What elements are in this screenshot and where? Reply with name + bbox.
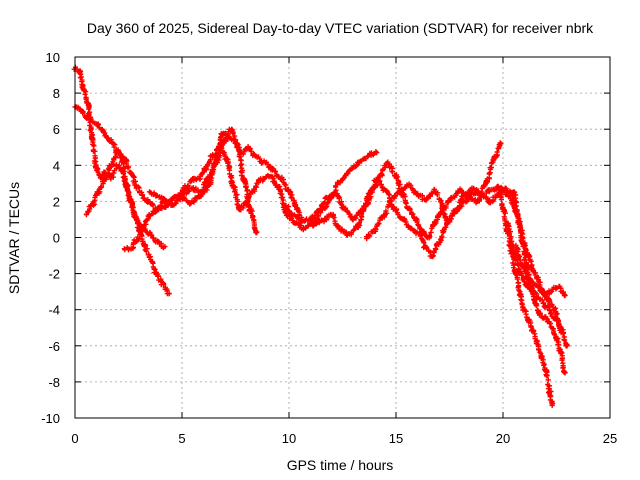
x-tick-label: 20: [496, 431, 510, 446]
series-markers: [504, 220, 566, 336]
series-markers: [121, 126, 260, 253]
series-arc-8: [363, 181, 568, 299]
tick-marks: [74, 56, 611, 419]
y-tick-label: -4: [48, 303, 60, 318]
x-tick-label: 10: [282, 431, 296, 446]
series-arc-1: [71, 64, 172, 297]
y-tick-label: 8: [53, 86, 60, 101]
series-arc-4: [121, 126, 260, 253]
y-tick-label: 10: [46, 50, 60, 65]
x-tick-label: 5: [178, 431, 185, 446]
series-arc-10: [510, 189, 568, 376]
x-tick-label: 25: [603, 431, 617, 446]
series-markers: [72, 104, 168, 251]
x-axis-label: GPS time / hours: [287, 457, 394, 473]
y-tick-label: 6: [53, 122, 60, 137]
series-markers: [71, 64, 172, 297]
y-tick-label: -2: [48, 267, 60, 282]
data-points: [71, 64, 570, 408]
y-tick-label: 0: [53, 231, 60, 246]
x-tick-label: 15: [389, 431, 403, 446]
y-axis-label: SDTVAR / TECUs: [6, 182, 22, 294]
series-markers: [363, 181, 568, 299]
y-tick-label: -10: [41, 411, 60, 426]
y-tick-label: 4: [53, 158, 60, 173]
x-tick-labels: 0 5 10 15 20 25: [71, 431, 617, 446]
y-tick-labels: -10 -8 -6 -4 -2 0 2 4 6 8 10: [41, 50, 60, 426]
series-markers: [510, 189, 568, 376]
chart-title: Day 360 of 2025, Sidereal Day-to-day VTE…: [87, 20, 594, 36]
series-arc-12: [504, 220, 566, 336]
series-arc-2: [72, 104, 168, 251]
y-tick-label: -8: [48, 375, 60, 390]
y-tick-label: 2: [53, 194, 60, 209]
x-tick-label: 0: [71, 431, 78, 446]
y-tick-label: -6: [48, 339, 60, 354]
